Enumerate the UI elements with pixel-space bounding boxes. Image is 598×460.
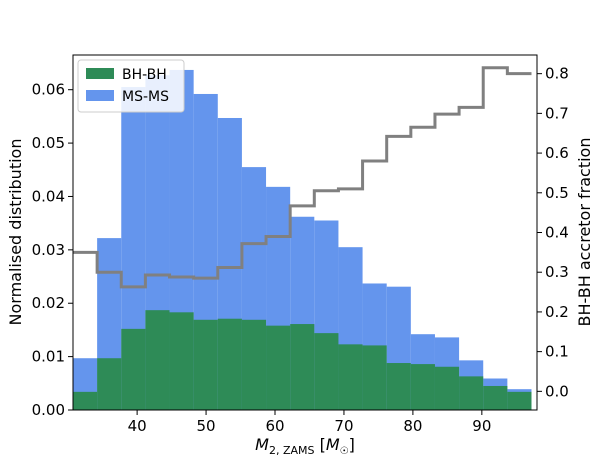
left-y-tick-label: 0.01 — [32, 348, 65, 366]
x-tick-label: 40 — [128, 417, 147, 435]
bh-bh-bar — [459, 376, 484, 410]
bh-bh-bar — [507, 391, 532, 410]
bh-bh-bar — [169, 312, 194, 410]
right-y-tick-label: 0.4 — [545, 224, 569, 242]
bh-bh-bar — [338, 344, 363, 410]
left-y-axis-label: Normalised distribution — [6, 139, 25, 326]
bh-bh-bar — [266, 325, 291, 410]
x-axis-label: M2, ZAMS [M☉] — [255, 435, 355, 457]
right-y-tick-label: 0.0 — [545, 382, 569, 400]
x-tick-label: 80 — [403, 417, 422, 435]
right-y-axis: 0.0 0.1 0.2 0.3 0.4 0.5 0.6 0.7 0.8 — [537, 65, 569, 400]
bh-bh-bar — [241, 319, 267, 410]
x-tick-label: 70 — [334, 417, 353, 435]
x-axis: 40 50 60 70 80 90 — [128, 410, 491, 435]
bh-bh-bar — [434, 366, 460, 410]
legend-swatch-ms-ms — [86, 90, 114, 101]
left-y-tick-label: 0.00 — [32, 401, 65, 419]
left-y-axis: 0.00 0.01 0.02 0.03 0.04 0.05 0.06 — [32, 81, 73, 419]
bh-bh-bar — [145, 310, 170, 410]
legend-label-bh-bh: BH-BH — [122, 67, 167, 83]
bh-bh-bar — [483, 385, 508, 410]
left-y-tick-label: 0.03 — [32, 241, 65, 259]
left-y-tick-label: 0.05 — [32, 134, 65, 152]
bh-bh-accretor-fraction-line — [73, 66, 532, 289]
left-y-tick-label: 0.04 — [32, 187, 65, 205]
bh-bh-bar — [121, 328, 146, 410]
bh-bh-bar — [73, 391, 98, 410]
right-y-tick-label: 0.8 — [545, 65, 569, 83]
left-y-tick-label: 0.02 — [32, 294, 65, 312]
right-y-tick-label: 0.1 — [545, 343, 569, 361]
legend-label-ms-ms: MS-MS — [122, 89, 169, 105]
bh-bh-bars — [73, 310, 532, 410]
left-y-tick-label: 0.06 — [32, 81, 65, 99]
x-tick-label: 50 — [197, 417, 216, 435]
bh-bh-bar — [290, 324, 315, 410]
right-y-tick-label: 0.2 — [545, 303, 569, 321]
plot-area — [73, 66, 532, 411]
legend: BH-BH MS-MS — [77, 59, 185, 113]
bh-bh-bar — [386, 363, 411, 410]
legend-swatch-bh-bh — [86, 68, 114, 79]
bh-bh-bar — [193, 319, 218, 410]
bh-bh-bar — [314, 333, 339, 410]
right-y-tick-label: 0.3 — [545, 263, 569, 281]
bh-bh-bar — [410, 364, 435, 410]
right-y-axis-label: BH-BH accretor fraction — [575, 138, 594, 327]
right-y-tick-label: 0.5 — [545, 184, 569, 202]
bh-bh-bar — [362, 345, 387, 410]
right-y-tick-label: 0.6 — [545, 144, 569, 162]
bh-bh-bar — [217, 318, 242, 410]
x-tick-label: 60 — [265, 417, 284, 435]
right-y-tick-label: 0.7 — [545, 104, 569, 122]
x-tick-label: 90 — [472, 417, 491, 435]
bh-bh-bar — [97, 358, 122, 410]
